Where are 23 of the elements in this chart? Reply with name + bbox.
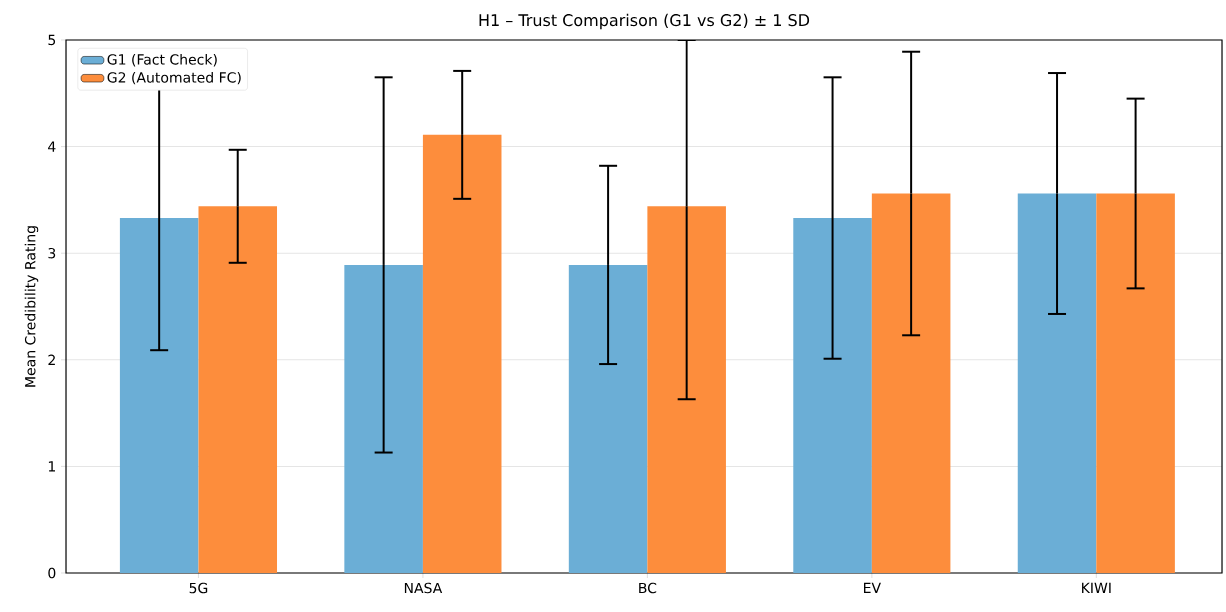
y-tick-label: 2 <box>48 354 55 365</box>
x-tick-label: NASA <box>404 582 443 594</box>
bar <box>119 218 199 573</box>
y-tick-label: 0 <box>48 567 56 579</box>
bar <box>198 206 278 573</box>
y-tick-label: 4 <box>48 141 56 152</box>
legend-label: G2 (Automated FC) <box>107 71 241 85</box>
bar <box>793 218 872 573</box>
x-tick-label: BC <box>639 582 657 594</box>
chart-title: H1 – Trust Comparison (G1 vs G2) ± 1 SD <box>479 13 810 30</box>
y-tick-label: 1 <box>48 461 55 472</box>
bar <box>1017 193 1097 573</box>
bar <box>1096 193 1175 573</box>
y-tick-label: 5 <box>48 34 56 46</box>
bar <box>568 264 648 573</box>
x-tick-label: EV <box>864 582 881 593</box>
x-tick-label: KIWI <box>1082 582 1111 593</box>
x-tick-label: 5G <box>189 582 208 594</box>
bar <box>422 134 502 573</box>
bar <box>871 193 951 573</box>
y-tick-label: 3 <box>48 247 56 259</box>
legend-label: G1 (Fact Check) <box>107 53 217 67</box>
y-axis-title: Mean Credibility Rating <box>24 226 39 387</box>
